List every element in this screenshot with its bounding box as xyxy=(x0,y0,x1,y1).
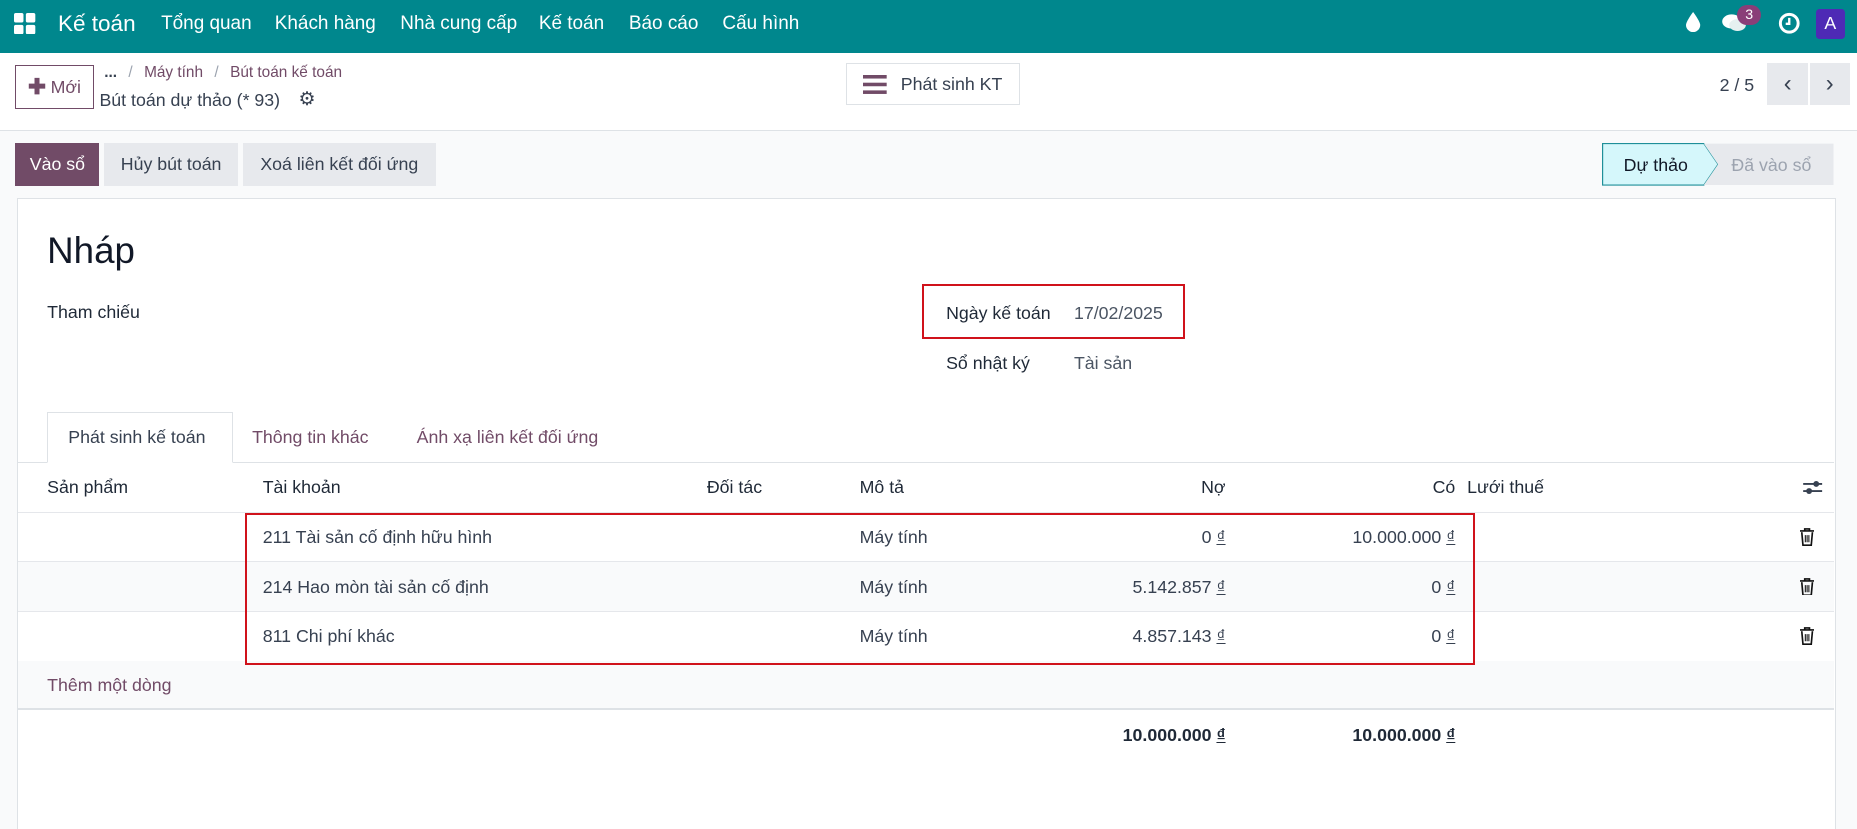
app-name[interactable]: Kế toán xyxy=(58,10,136,36)
status-bar: Dự thảo Đã vào sổ xyxy=(1602,143,1834,186)
debit-cell[interactable]: 4.857.143 ₫ xyxy=(1133,626,1226,647)
credit-cell[interactable]: 10.000.000 ₫ xyxy=(1352,527,1455,548)
credit-amount: 10.000.000 xyxy=(1352,526,1442,547)
trash-icon[interactable] xyxy=(1799,528,1815,546)
credit-amount: 0 xyxy=(1431,576,1442,597)
cancel-entry-button[interactable]: Hủy bút toán xyxy=(104,143,239,186)
avatar[interactable]: A xyxy=(1815,9,1846,40)
currency-symbol: ₫ xyxy=(1446,526,1456,547)
total-credit: 10.000.000 ₫ xyxy=(1352,725,1455,746)
currency-symbol: ₫ xyxy=(1446,724,1456,745)
list-icon xyxy=(862,74,887,94)
account-cell[interactable]: 811 Chi phí khác xyxy=(262,626,395,647)
menu-bao-cao[interactable]: Báo cáo xyxy=(628,13,699,35)
debit-amount: 0 xyxy=(1201,526,1212,547)
tab-journal-items[interactable]: Phát sinh kế toán xyxy=(47,411,234,463)
accounting-date-field[interactable]: 17/02/2025 xyxy=(1073,302,1163,323)
pager-value: 2 / 5 xyxy=(1719,74,1755,95)
reference-label: Tham chiếu xyxy=(47,301,140,322)
total-credit-amount: 10.000.000 xyxy=(1352,724,1442,745)
add-line-link[interactable]: Thêm một dòng xyxy=(47,674,172,695)
highlight-box-date xyxy=(922,284,1186,339)
currency-symbol: ₫ xyxy=(1216,526,1226,547)
top-navbar: Kế toán Tổng quan Khách hàng Nhà cung cấ… xyxy=(0,0,1857,54)
currency-symbol: ₫ xyxy=(1216,576,1226,597)
menu-cau-hinh[interactable]: Cấu hình xyxy=(722,13,800,35)
breadcrumb: ... / Máy tính / Bút toán kế toán xyxy=(104,63,343,81)
chat-badge: 3 xyxy=(1737,4,1762,25)
status-draft[interactable]: Dự thảo xyxy=(1623,155,1688,176)
unreconcile-button[interactable]: Xoá liên kết đối ứng xyxy=(242,143,436,186)
post-button[interactable]: Vào sổ xyxy=(15,143,100,186)
table-row[interactable]: 214 Hao mòn tài sản cố định Máy tính 5.1… xyxy=(17,562,1835,613)
highlight-box-lines xyxy=(244,512,1476,666)
debit-amount: 5.142.857 xyxy=(1132,576,1212,597)
col-account[interactable]: Tài khoản xyxy=(262,477,341,498)
total-debit-amount: 10.000.000 xyxy=(1122,724,1212,745)
currency-symbol: ₫ xyxy=(1446,626,1456,647)
breadcrumb-may-tinh[interactable]: Máy tính xyxy=(144,63,204,81)
currency-symbol: ₫ xyxy=(1216,724,1226,745)
trash-icon[interactable] xyxy=(1799,577,1815,596)
debit-amount: 4.857.143 xyxy=(1132,626,1212,647)
plus-icon: ✚ xyxy=(27,74,46,99)
journal-items-label: Phát sinh KT xyxy=(900,73,1003,94)
label-cell[interactable]: Máy tính xyxy=(859,626,928,647)
col-tax-grid[interactable]: Lưới thuế xyxy=(1467,477,1544,498)
menu-khach-hang[interactable]: Khách hàng xyxy=(274,13,376,35)
column-settings-icon[interactable] xyxy=(1802,478,1823,497)
new-button[interactable]: ✚ Mới xyxy=(15,65,94,109)
gear-icon[interactable]: ⚙ xyxy=(298,88,316,110)
journal-items-button[interactable]: Phát sinh KT xyxy=(845,62,1020,106)
control-panel: ✚ Mới ... / Máy tính / Bút toán kế toán B… xyxy=(0,53,1857,132)
debit-cell[interactable]: 0 ₫ xyxy=(1202,527,1226,548)
entry-name: Nháp xyxy=(47,229,135,271)
label-cell[interactable]: Máy tính xyxy=(859,576,928,597)
record-title: Bút toán dự thảo (* 93) xyxy=(99,89,281,110)
add-line-row: Thêm một dòng xyxy=(17,660,1835,711)
drop-icon[interactable] xyxy=(1686,11,1701,32)
menu-tong-quan[interactable]: Tổng quan xyxy=(161,13,252,35)
status-posted[interactable]: Đã vào sổ xyxy=(1731,155,1812,176)
col-credit[interactable]: Có xyxy=(1432,477,1456,498)
tab-reconcile-mapping[interactable]: Ánh xạ liên kết đối ứng xyxy=(416,427,599,448)
menu-nha-cung-cap[interactable]: Nhà cung cấp xyxy=(400,13,518,35)
trash-icon[interactable] xyxy=(1799,627,1815,646)
credit-cell[interactable]: 0 ₫ xyxy=(1431,577,1455,598)
journal-field[interactable]: Tài sản xyxy=(1073,352,1133,373)
accounting-date-label: Ngày kế toán xyxy=(946,302,1051,323)
table-row[interactable]: 211 Tài sản cố định hữu hình Máy tính 0 … xyxy=(17,513,1835,563)
breadcrumb-but-toan[interactable]: Bút toán kế toán xyxy=(230,63,343,81)
form-sheet: Nháp Tham chiếu Ngày kế toán 17/02/2025 … xyxy=(16,197,1836,829)
total-debit: 10.000.000 ₫ xyxy=(1123,725,1226,746)
tab-other-info[interactable]: Thông tin khác xyxy=(252,427,369,448)
journal-label: Sổ nhật ký xyxy=(946,352,1030,373)
chevron-left-icon: ‹ xyxy=(1783,70,1792,97)
col-debit[interactable]: Nợ xyxy=(1201,477,1226,498)
col-partner[interactable]: Đối tác xyxy=(706,477,763,498)
currency-symbol: ₫ xyxy=(1216,626,1226,647)
pager-next-button[interactable]: › xyxy=(1809,62,1850,106)
app-grid-icon[interactable] xyxy=(14,13,36,35)
col-label[interactable]: Mô tả xyxy=(859,477,905,498)
col-product[interactable]: Sản phẩm xyxy=(47,477,129,498)
breadcrumb-ellipsis[interactable]: ... xyxy=(104,63,118,81)
credit-amount: 0 xyxy=(1431,626,1442,647)
label-cell[interactable]: Máy tính xyxy=(859,526,928,547)
clock-icon[interactable] xyxy=(1778,12,1801,35)
totals-row: 10.000.000 ₫ 10.000.000 ₫ xyxy=(18,710,1835,760)
pager-previous-button[interactable]: ‹ xyxy=(1766,62,1809,106)
credit-cell[interactable]: 0 ₫ xyxy=(1431,626,1455,647)
debit-cell[interactable]: 5.142.857 ₫ xyxy=(1133,577,1226,598)
table-header: Sản phẩm Tài khoản Đối tác Mô tả Nợ Có L… xyxy=(17,463,1835,513)
account-cell[interactable]: 214 Hao mòn tài sản cố định xyxy=(262,576,489,597)
new-label: Mới xyxy=(50,76,81,97)
currency-symbol: ₫ xyxy=(1446,576,1456,597)
menu-ke-toan[interactable]: Kế toán xyxy=(538,13,605,35)
chevron-right-icon: › xyxy=(1825,70,1834,97)
account-cell[interactable]: 211 Tài sản cố định hữu hình xyxy=(262,526,493,547)
